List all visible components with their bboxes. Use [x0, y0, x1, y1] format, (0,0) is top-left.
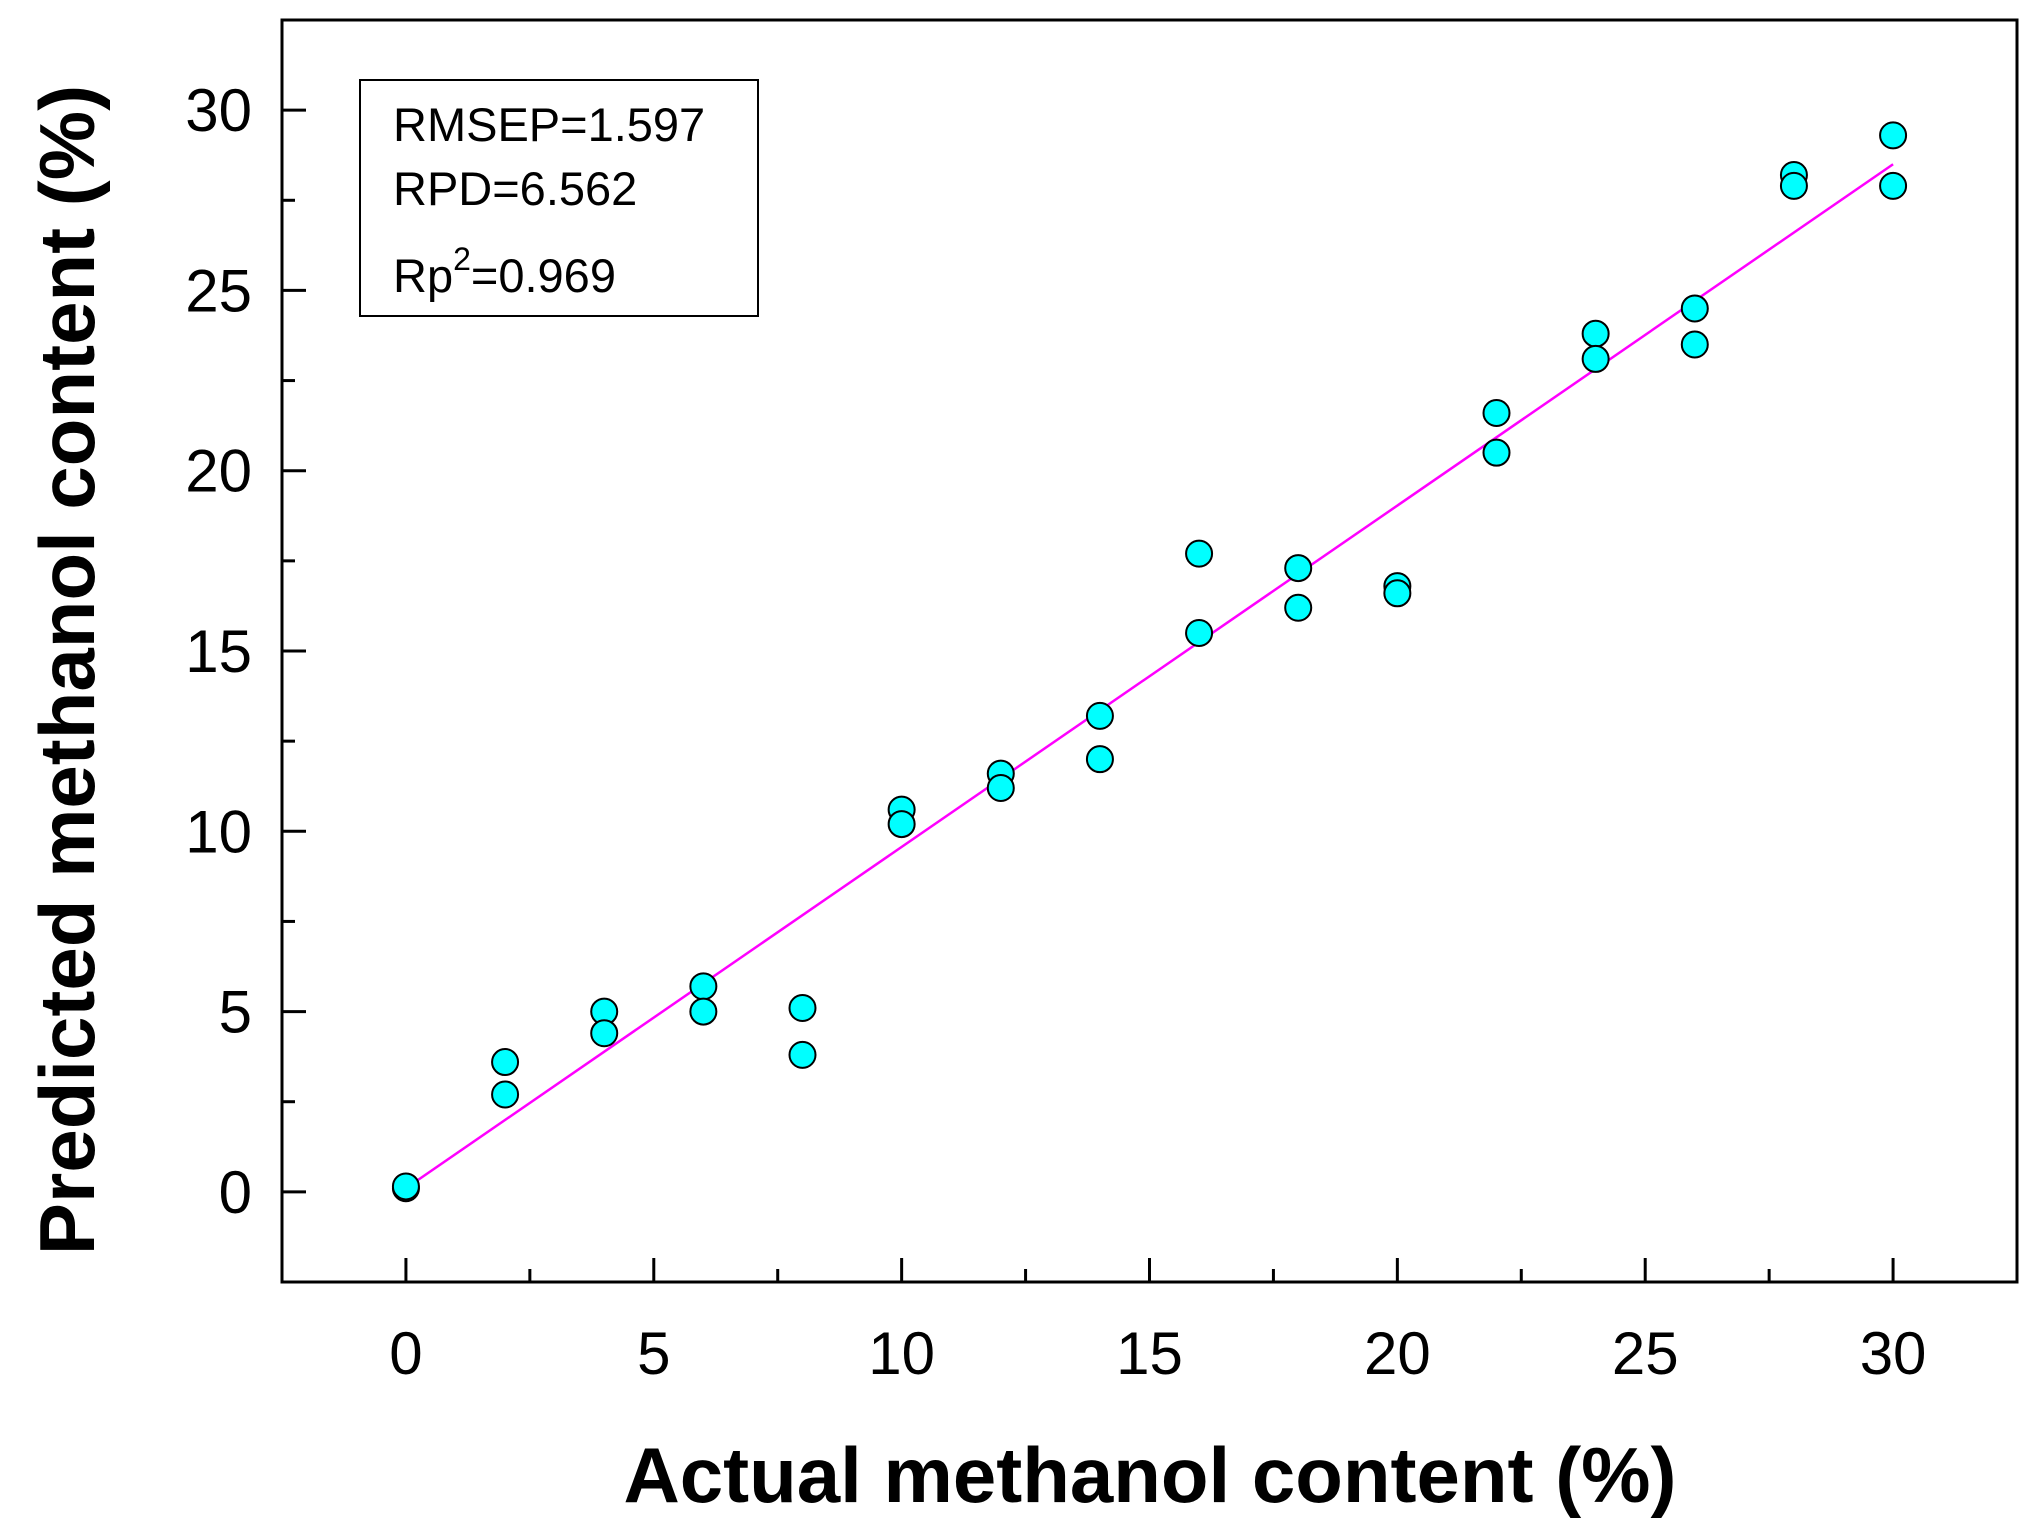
regression-line: [405, 163, 1894, 1190]
data-point: [1779, 171, 1808, 200]
y-tick-label: 30: [185, 77, 252, 144]
rp2-prefix: Rp: [393, 249, 453, 302]
y-tick-label: 15: [185, 618, 252, 685]
y-tick-label: 5: [219, 979, 252, 1046]
data-point: [788, 1040, 817, 1069]
data-point: [788, 993, 817, 1022]
data-point: [1482, 438, 1511, 467]
y-tick-label: 0: [219, 1159, 252, 1226]
data-point: [1284, 554, 1313, 583]
data-point: [1482, 399, 1511, 428]
data-point: [1185, 539, 1214, 568]
y-tick-label: 25: [185, 257, 252, 324]
data-point: [689, 997, 718, 1026]
data-point: [1085, 701, 1114, 730]
rp2-value: =0.969: [471, 249, 616, 302]
y-tick-label: 10: [185, 798, 252, 865]
x-tick-label: 10: [868, 1320, 935, 1387]
data-point: [1581, 344, 1610, 373]
data-point: [1680, 294, 1709, 323]
x-tick-label: 5: [637, 1320, 670, 1387]
data-point: [1085, 745, 1114, 774]
x-axis-ticks: [404, 1258, 1895, 1282]
data-point: [1879, 171, 1908, 200]
y-axis-title: Predicted methanol content (%): [23, 85, 111, 1255]
y-axis-tick-labels: 0 5 10 15 20 25 30: [185, 77, 252, 1226]
stats-box-border: [359, 79, 759, 317]
data-point: [887, 810, 916, 839]
rpd-label: RPD=6.562: [393, 162, 637, 215]
x-axis-title: Actual methanol content (%): [623, 1431, 1676, 1519]
data-point: [1185, 618, 1214, 647]
rp2-superscript: 2: [453, 241, 471, 277]
x-tick-label: 20: [1364, 1320, 1431, 1387]
data-point: [1879, 121, 1908, 150]
data-point: [1284, 593, 1313, 622]
data-point: [391, 1172, 420, 1201]
x-tick-label: 25: [1612, 1320, 1679, 1387]
data-point: [986, 774, 1015, 803]
rmsep-label: RMSEP=1.597: [393, 98, 705, 151]
y-tick-label: 20: [185, 438, 252, 505]
rp2-label: Rp2=0.969: [393, 241, 616, 302]
data-point: [491, 1048, 520, 1077]
data-point: [1680, 330, 1709, 359]
x-tick-label: 0: [389, 1320, 422, 1387]
y-axis-ticks: [282, 108, 306, 1194]
data-point: [491, 1080, 520, 1109]
data-point: [1383, 579, 1412, 608]
data-point: [590, 1019, 619, 1048]
x-tick-label: 30: [1860, 1320, 1927, 1387]
x-axis-tick-labels: 0 5 10 15 20 25 30: [389, 1320, 1926, 1387]
data-point: [689, 972, 718, 1001]
data-points: [391, 121, 1908, 1203]
stats-box: RMSEP=1.597 RPD=6.562 Rp2=0.969: [359, 79, 759, 317]
x-tick-label: 15: [1116, 1320, 1183, 1387]
data-point: [1581, 319, 1610, 348]
